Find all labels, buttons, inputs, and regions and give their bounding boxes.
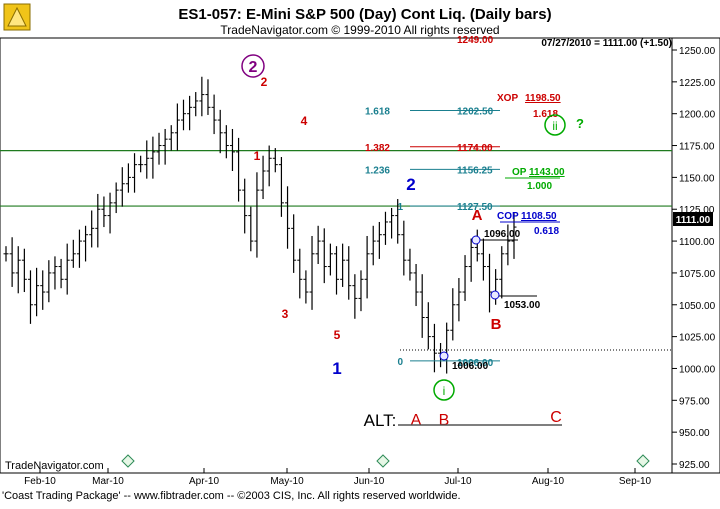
fib-ratio-label: 1.382 bbox=[365, 143, 390, 154]
fib-ratio-label: 1.236 bbox=[365, 165, 390, 176]
pivot-marker bbox=[439, 351, 449, 361]
wave-label-circle-i: i bbox=[443, 384, 446, 398]
watermark: TradeNavigator.com bbox=[5, 460, 104, 472]
x-tick-label: Jul-10 bbox=[444, 476, 472, 487]
y-tick-label: 1100.00 bbox=[679, 237, 715, 248]
projection-ratio: 1.000 bbox=[527, 181, 552, 192]
fib-value-label: 1156.25 bbox=[457, 165, 493, 176]
projection-value: 1143.00 bbox=[529, 167, 565, 178]
fibonacci-levels: 1.618 1202.50 1.382 1174.00 1.236 1156.25 1 112… bbox=[365, 35, 500, 369]
wave-label-red-5: 5 bbox=[334, 328, 341, 342]
wave-circle bbox=[544, 114, 566, 136]
y-tick-label: 1150.00 bbox=[679, 173, 715, 184]
price-tag: 1111.00 bbox=[676, 215, 711, 226]
price-label: 1006.00 bbox=[452, 361, 489, 372]
wave-labels: 2 2 1 4 3 5 1 2 A B ii ? i bbox=[241, 54, 584, 401]
x-tick-label: Aug-10 bbox=[532, 476, 565, 487]
wave-circle bbox=[433, 379, 455, 401]
projection-name: OP bbox=[512, 167, 527, 178]
alt-label: ALT: bbox=[364, 411, 397, 430]
x-axis: Feb-10 Mar-10 Apr-10 May-10 Jun-10 Jul-10 Aug-… bbox=[24, 468, 652, 487]
pivot-marker bbox=[471, 235, 481, 245]
wave-label-red-a: A bbox=[472, 207, 483, 224]
projection-value: 1108.50 bbox=[521, 211, 557, 222]
x-tick-label: Sep-10 bbox=[619, 476, 652, 487]
y-axis: 925.00 950.00 975.00 1000.00 1025.00 1050.00 1… bbox=[672, 46, 716, 471]
event-marker-icon[interactable] bbox=[376, 454, 390, 468]
wave-label-blue-2: 2 bbox=[406, 175, 415, 194]
last-quote: 07/27/2010 = 1111.00 (+1.50) bbox=[541, 38, 672, 49]
x-tick-label: Feb-10 bbox=[24, 476, 56, 487]
copyright-text: TradeNavigator.com © 1999-2010 All right… bbox=[220, 23, 499, 37]
wave-label-red-4: 4 bbox=[301, 114, 308, 128]
projection-name: XOP bbox=[497, 93, 518, 104]
price-label: 1053.00 bbox=[504, 300, 541, 311]
projection-labels: XOP 1198.50 1.618 OP 1143.00 1.000 COP 1… bbox=[497, 93, 565, 237]
event-marker-icon[interactable] bbox=[121, 454, 135, 468]
y-tick-label: 1050.00 bbox=[679, 301, 716, 312]
fib-ratio-label: 1.618 bbox=[365, 107, 390, 118]
fib-ratio-label: 0 bbox=[397, 357, 403, 368]
x-tick-label: Mar-10 bbox=[92, 476, 124, 487]
alt-wave-b: B bbox=[439, 412, 450, 429]
wave-label-red-3: 3 bbox=[282, 307, 289, 321]
pivot-marker bbox=[490, 290, 500, 300]
ohlc-bars bbox=[3, 76, 517, 374]
fib-value-label-partial: 1249.00 bbox=[457, 35, 494, 46]
wave-circle bbox=[241, 54, 265, 78]
alt-count: ALT: A B C bbox=[364, 409, 562, 430]
price-tag-box bbox=[673, 212, 713, 226]
y-tick-label: 1200.00 bbox=[679, 110, 716, 121]
fib-ratio-label: 1 bbox=[397, 202, 403, 213]
y-tick-label: 1250.00 bbox=[679, 46, 716, 57]
status-text: 'Coast Trading Package' -- www.fibtrader… bbox=[2, 490, 461, 502]
projection-name: COP bbox=[497, 211, 519, 222]
wave-label-circle-2: 2 bbox=[249, 59, 258, 76]
price-label: 1096.00 bbox=[484, 229, 521, 240]
wave-label-circle-ii: ii bbox=[552, 119, 557, 133]
y-tick-label: 975.00 bbox=[679, 396, 710, 407]
y-tick-label: 950.00 bbox=[679, 428, 710, 439]
wave-label-question: ? bbox=[576, 116, 584, 131]
horizontal-lines bbox=[0, 150, 672, 207]
projection-value: 1198.50 bbox=[525, 93, 561, 104]
wave-label-red-b: B bbox=[491, 316, 502, 333]
fib-value-label: 1202.50 bbox=[457, 107, 494, 118]
logo-icon bbox=[3, 3, 31, 31]
wave-label-blue-1: 1 bbox=[332, 359, 341, 378]
projection-ratio: 0.618 bbox=[534, 226, 559, 237]
y-tick-label: 1225.00 bbox=[679, 78, 716, 89]
x-tick-label: May-10 bbox=[270, 476, 304, 487]
price-labels: 1096.00 1053.00 1006.00 bbox=[400, 229, 672, 372]
alt-wave-c: C bbox=[550, 409, 562, 426]
status-bar bbox=[0, 488, 720, 504]
chart-title: ES1-057: E-Mini S&P 500 (Day) Cont Liq. … bbox=[178, 6, 551, 23]
x-tick-label: Apr-10 bbox=[189, 476, 219, 487]
y-tick-label: 925.00 bbox=[679, 460, 710, 471]
x-tick-label: Jun-10 bbox=[354, 476, 385, 487]
fib-value-label: 1174.00 bbox=[457, 143, 493, 154]
wave-label-red-2: 2 bbox=[261, 75, 268, 89]
y-tick-label: 1075.00 bbox=[679, 269, 716, 280]
y-axis-panel bbox=[671, 37, 720, 474]
y-tick-label: 1125.00 bbox=[679, 205, 715, 216]
y-tick-label: 1175.00 bbox=[679, 142, 715, 153]
y-tick-label: 1025.00 bbox=[679, 333, 716, 344]
projection-ratio: 1.618 bbox=[533, 109, 558, 120]
event-markers bbox=[121, 454, 650, 468]
event-marker-icon[interactable] bbox=[636, 454, 650, 468]
alt-wave-a: A bbox=[411, 412, 422, 429]
wave-label-red-1: 1 bbox=[254, 149, 261, 163]
fib-value-label: 1127.50 bbox=[457, 202, 493, 213]
fib-value-label: 1006.00 bbox=[457, 358, 494, 369]
y-tick-label: 1000.00 bbox=[679, 364, 716, 375]
